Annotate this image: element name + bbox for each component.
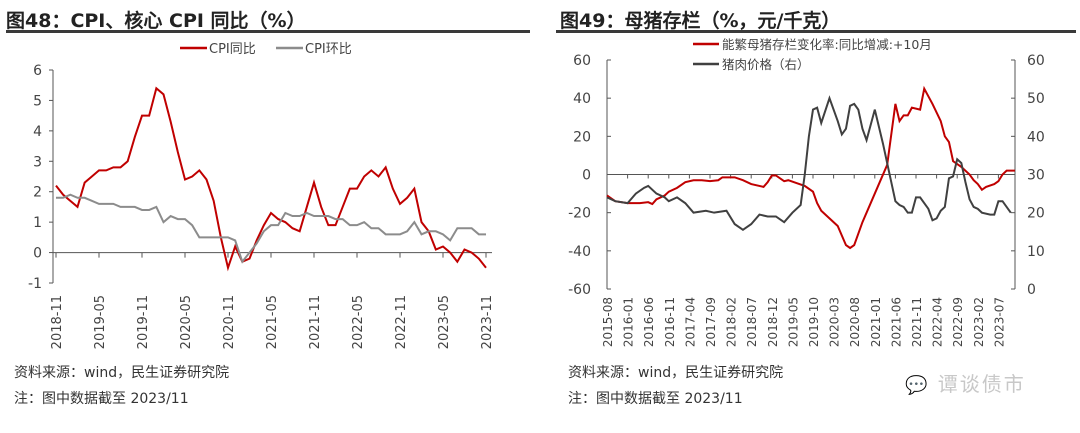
x-tick-label: 2022-09 [951, 297, 965, 347]
y-tick-label: 4 [33, 124, 42, 140]
x-tick-label: 2015-08 [601, 297, 615, 347]
y-tick-label-left: -40 [568, 244, 591, 260]
left-source: 资料来源：wind，民生证券研究院 [14, 365, 230, 381]
x-tick-label: 2020-05 [179, 295, 194, 349]
y-tick-label-left: -20 [568, 206, 591, 222]
x-tick-label: 2022-04 [931, 297, 945, 347]
y-tick-label-right: 0 [1027, 282, 1036, 298]
x-tick-label: 2019-05 [786, 297, 800, 347]
x-tick-label: 2016-06 [642, 297, 656, 347]
y-tick-label-right: 60 [1027, 53, 1045, 69]
x-tick-label: 2023-07 [992, 297, 1006, 347]
x-tick-label: 2016-01 [622, 297, 636, 347]
right-chart-title: 图49：母猪存栏（%，元/千克） [560, 10, 841, 32]
x-tick-label: 2021-11 [910, 297, 924, 347]
y-tick-label: 3 [33, 154, 42, 170]
y-tick-label-right: 50 [1027, 91, 1045, 107]
y-tick-label: -1 [28, 276, 42, 292]
y-tick-label: 0 [33, 246, 42, 262]
x-tick-label: 2023-11 [480, 295, 495, 349]
x-tick-label: 2019-11 [136, 295, 151, 349]
series-line-sow-inventory [606, 85, 1015, 250]
x-tick-label: 2022-11 [394, 295, 409, 349]
x-tick-label: 2018-11 [50, 295, 65, 349]
y-tick-label-right: 30 [1027, 168, 1045, 184]
series-line-cpi-yoy [55, 86, 487, 272]
y-tick-label-left: 0 [582, 168, 591, 184]
x-tick-label: 2018-07 [745, 297, 759, 347]
series-line-pork-price [606, 95, 1012, 232]
y-tick-label-left: -60 [568, 282, 591, 298]
x-tick-label: 2019-10 [807, 297, 821, 347]
wechat-icon: 💬 [905, 375, 930, 396]
y-tick-label-right: 40 [1027, 129, 1045, 145]
y-tick-label: 1 [33, 215, 42, 231]
x-tick-label: 2021-06 [889, 297, 903, 347]
y-tick-label: 2 [33, 185, 42, 201]
y-tick-label-left: 20 [573, 129, 591, 145]
x-tick-label: 2021-11 [308, 295, 323, 349]
right-title-rule [556, 30, 1076, 33]
right-note: 注：图中数据截至 2023/11 [568, 391, 743, 407]
y-tick-label: 6 [33, 63, 42, 79]
y-tick-label-left: 60 [573, 53, 591, 69]
legend-label: 猪肉价格（右） [722, 57, 810, 72]
legend-label: CPI环比 [305, 42, 352, 57]
x-tick-label: 2017-04 [683, 297, 697, 347]
x-tick-label: 2016-11 [663, 297, 677, 347]
y-tick-label-right: 20 [1027, 206, 1045, 222]
x-tick-label: 2022-05 [351, 295, 366, 349]
legend-label: 能繁母猪存栏变化率:同比增减:+10月 [722, 37, 932, 52]
x-tick-label: 2020-08 [848, 297, 862, 347]
x-tick-label: 2021-05 [265, 295, 280, 349]
x-tick-label: 2021-01 [869, 297, 883, 347]
legend-label: CPI同比 [209, 42, 256, 57]
x-tick-label: 2020-03 [828, 297, 842, 347]
x-tick-label: 2020-11 [222, 295, 237, 349]
y-tick-label: 5 [33, 93, 42, 109]
watermark-text: 谭谈债市 [937, 372, 1026, 396]
x-tick-label: 2023-02 [972, 297, 986, 347]
wechat-watermark: 💬 谭谈债市 [905, 368, 1026, 397]
y-tick-label-right: 10 [1027, 244, 1045, 260]
left-title-rule [6, 30, 530, 33]
x-tick-label: 2018-12 [766, 297, 780, 347]
y-tick-label-left: 40 [573, 91, 591, 107]
x-tick-label: 2019-05 [93, 295, 108, 349]
x-tick-label: 2023-05 [437, 295, 452, 349]
series-line-cpi-mom [56, 193, 486, 264]
x-tick-label: 2018-02 [725, 297, 739, 347]
right-source: 资料来源：wind，民生证券研究院 [568, 365, 784, 381]
left-chart-title: 图48：CPI、核心 CPI 同比（%） [6, 10, 306, 32]
left-note: 注：图中数据截至 2023/11 [14, 391, 189, 407]
x-tick-label: 2017-09 [704, 297, 718, 347]
